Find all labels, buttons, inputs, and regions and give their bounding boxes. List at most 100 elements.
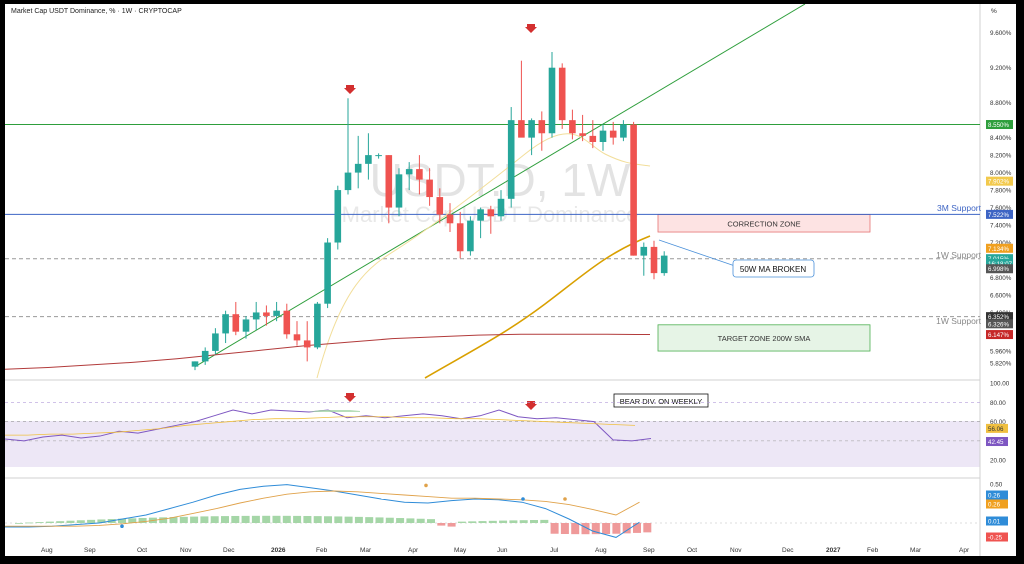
time-axis-label: Apr [408, 547, 419, 554]
time-axis-label: Aug [41, 547, 53, 554]
macd-histogram-bar [571, 523, 580, 535]
macd-cross-dot [521, 497, 525, 501]
macd-histogram-bar [25, 522, 34, 524]
candle-body [507, 120, 515, 199]
macd-histogram-bar [66, 520, 75, 523]
rsi-band [5, 421, 980, 467]
candle-body [497, 198, 505, 217]
macd-histogram-bar [56, 521, 65, 523]
macd-histogram-bar [210, 516, 219, 523]
rsi-overbought-fill [309, 410, 360, 412]
rsi-tick-label: 20.00 [990, 458, 1006, 465]
candle-body [548, 67, 556, 134]
time-axis-label: Jul [550, 547, 559, 554]
macd-histogram-bar [478, 521, 487, 523]
candle-body [252, 312, 260, 320]
signal-line [5, 490, 640, 527]
macd-histogram-bar [231, 515, 240, 523]
macd-histogram-bar [560, 523, 569, 534]
time-axis-label: Mar [360, 547, 372, 554]
time-axis-label: Jun [497, 547, 508, 554]
sma50-line [424, 235, 651, 379]
price-badge [986, 254, 1013, 264]
macd-histogram-bar [365, 517, 374, 523]
target-zone-label: TARGET ZONE 200W SMA [718, 334, 811, 343]
macd-histogram-bar [138, 517, 147, 523]
sma-pale-line [316, 133, 651, 379]
correction-zone-label: CORRECTION ZONE [727, 219, 800, 228]
arrow-markers [344, 24, 537, 410]
price-tick-label: 8.000% [990, 170, 1012, 177]
time-axis-label: Nov [180, 547, 192, 554]
price-badge [986, 209, 1013, 219]
macd-badge-label: -0.25 [988, 535, 1003, 542]
watermark-ticker: USDT.D, 1W [370, 154, 631, 206]
candle-body [487, 209, 495, 217]
macd-histogram-bar [437, 523, 446, 526]
rsi-tick-label: 80.00 [990, 400, 1006, 407]
chart-background [5, 4, 1016, 556]
candle-body [354, 163, 362, 173]
macd-histogram-bar [35, 522, 44, 523]
sma200-line [5, 333, 651, 370]
price-tick-label: 7.600% [990, 205, 1012, 212]
price-badge-label: 6.147% [988, 332, 1009, 339]
rsi-pane [5, 401, 980, 442]
macd-histogram-bar [540, 519, 549, 523]
macd-line [5, 484, 640, 538]
candle-body [242, 319, 250, 332]
price-tick-label: 6.600% [990, 292, 1012, 299]
macd-histogram-bar [87, 519, 96, 523]
macd-histogram-bar [45, 521, 54, 523]
macd-histogram-bar [272, 515, 281, 523]
macd-pane [5, 483, 980, 538]
bear-div-label: BEAR DIV. ON WEEKLY [620, 397, 703, 406]
chart-title: Market Cap USDT Dominance, % · 1W · CRYP… [11, 8, 182, 15]
candle-body [201, 350, 209, 362]
macd-badge-label: 0.01 [988, 519, 1001, 526]
time-axis-label: Oct [687, 547, 697, 554]
bear-div-box [613, 393, 709, 408]
macd-histogram-bar [128, 518, 137, 523]
rsi-badge-label: 42.45 [988, 439, 1004, 446]
price-tick-label: 9.600% [990, 30, 1012, 37]
price-badge [986, 264, 1013, 274]
macd-badge-label: 0.26 [988, 493, 1001, 500]
time-axis-label: Nov [730, 547, 742, 554]
macd-histogram-bar [591, 523, 600, 535]
macd-histogram-bar [344, 516, 353, 523]
price-badge-label: 8.550% [988, 122, 1009, 129]
candle-body [365, 155, 372, 164]
price-badge [986, 330, 1013, 340]
macd-histogram-bar [406, 518, 415, 523]
candles [191, 51, 668, 371]
candle-body [375, 155, 382, 157]
chart-canvas[interactable]: USDT.D, 1W Market Cap USDT Dominance Mar… [5, 4, 1016, 556]
macd-histogram-bar [499, 520, 508, 523]
candle-body [660, 255, 668, 274]
candle-body [324, 242, 331, 304]
candle-body [191, 361, 199, 367]
macd-badge [986, 499, 1008, 509]
macd-histogram-bar [519, 520, 528, 523]
price-badge-label: 7.134% [988, 246, 1009, 253]
macd-axis: 0.500.000.260.260.01-0.25 [986, 482, 1008, 542]
macd-histogram-bar [375, 517, 384, 523]
macd-histogram-bar [416, 518, 425, 523]
macd-histogram-bar [324, 516, 332, 523]
price-tick-label: 8.800% [990, 100, 1012, 107]
macd-cross-dot [424, 483, 428, 488]
candle-body [212, 333, 219, 351]
time-axis-label: Feb [867, 547, 879, 554]
rsi-badge [986, 437, 1008, 447]
macd-histogram-bar [622, 523, 631, 534]
rsi-badge-label: 56.06 [988, 426, 1004, 433]
macd-histogram-bar [118, 518, 126, 523]
price-badge-label: 7.902% [988, 179, 1009, 186]
time-axis-label: Apr [959, 547, 970, 554]
price-badges: 8.550%7.902%7.522%7.134%7.015%16:18:076.… [986, 120, 1013, 340]
candle-body [263, 312, 270, 316]
bear-arrow-icon [344, 393, 356, 402]
macd-histogram-bar [396, 518, 405, 523]
